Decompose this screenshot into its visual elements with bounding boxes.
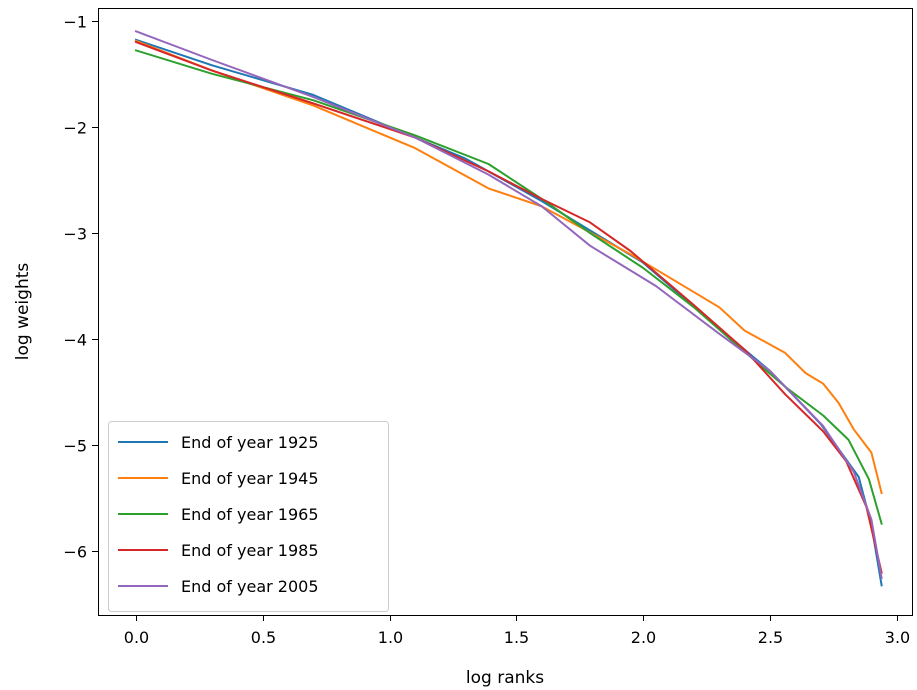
- y-tick-label: −1: [63, 13, 87, 32]
- x-axis: 0.0 0.5 1.0 1.5 2.0 2.5 3.0: [124, 615, 910, 647]
- series-line-4: [134, 40, 883, 574]
- legend-box: [108, 421, 389, 612]
- x-tick-label: 0.0: [124, 628, 149, 647]
- legend: End of year 1925 End of year 1945 End of y…: [108, 421, 389, 612]
- y-tick-label: −6: [63, 543, 87, 562]
- x-tick-label: 2.0: [631, 628, 656, 647]
- x-tick-label: 3.0: [885, 628, 910, 647]
- legend-label-5: End of year 2005: [181, 577, 319, 596]
- series-line-3: [134, 49, 883, 525]
- y-tick-label: −4: [63, 331, 87, 350]
- series-layer: [134, 30, 883, 587]
- legend-label-1: End of year 1925: [181, 433, 319, 452]
- x-tick-label: 1.5: [504, 628, 529, 647]
- series-line-2: [134, 39, 883, 495]
- legend-label-2: End of year 1945: [181, 469, 319, 488]
- series-line-5: [134, 30, 883, 580]
- y-axis-title: log weights: [13, 263, 33, 361]
- x-tick-label: 0.5: [251, 628, 276, 647]
- y-axis: −1 −2 −3 −4 −5 −6: [63, 13, 98, 562]
- legend-label-3: End of year 1965: [181, 505, 319, 524]
- x-axis-title: log ranks: [466, 668, 544, 688]
- y-tick-label: −5: [63, 437, 87, 456]
- plot-frame: [98, 8, 913, 616]
- y-tick-label: −2: [63, 119, 87, 138]
- x-tick-label: 1.0: [378, 628, 403, 647]
- legend-label-4: End of year 1985: [181, 541, 319, 560]
- x-tick-label: 2.5: [758, 628, 783, 647]
- y-tick-label: −3: [63, 225, 87, 244]
